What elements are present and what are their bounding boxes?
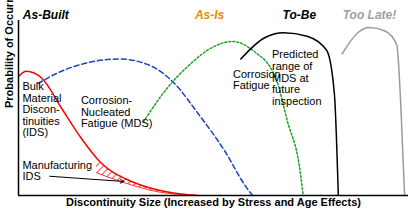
svg-text:Predictedrange ofMDS atfuturei: Predictedrange ofMDS atfutureinspection: [272, 48, 322, 106]
html-text:IDS: IDS: [22, 170, 41, 183]
html-text:Manufacturing: Manufacturing: [22, 158, 93, 171]
svg-text:To-Be: To-Be: [283, 8, 317, 22]
html-text:Fatigue: Fatigue: [233, 79, 270, 92]
svg-text:As-Built: As-Built: [22, 8, 70, 22]
svg-text:Discontinuity Size (Increased: Discontinuity Size (Increased by Stress …: [66, 196, 361, 208]
svg-text:Corrosion-NucleatedFatigue (MD: Corrosion-NucleatedFatigue (MDS): [81, 94, 153, 129]
html-text:Corrosion: Corrosion: [233, 67, 281, 80]
svg-text:As-Is: As-Is: [194, 8, 225, 22]
svg-text:Too Late!: Too Late!: [343, 8, 397, 22]
svg-text:Probability of Occurrence: Probability of Occurrence: [3, 0, 15, 108]
svg-text:BulkMaterialDiscon-tinuities(I: BulkMaterialDiscon-tinuities(IDS): [22, 80, 61, 138]
